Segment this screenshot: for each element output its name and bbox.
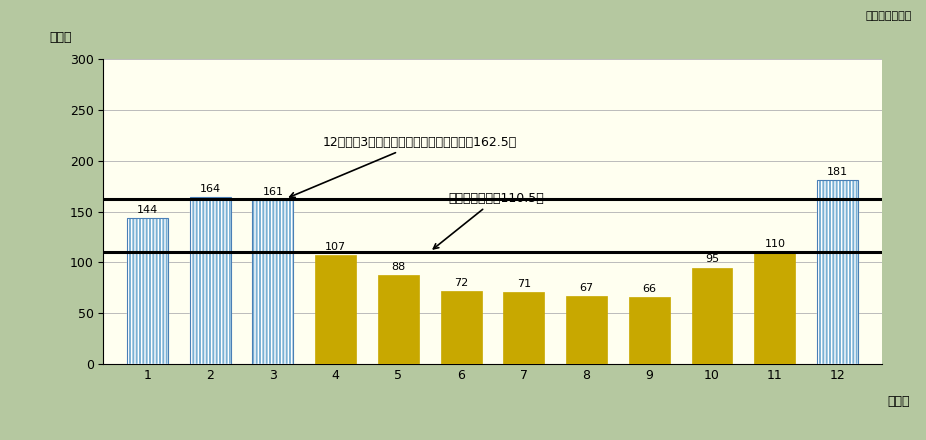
Bar	[629, 297, 669, 364]
Text: 年間の月平均：110.5人: 年間の月平均：110.5人	[433, 192, 544, 249]
Text: （令和２年中）: （令和２年中）	[866, 11, 912, 21]
Text: 107: 107	[325, 242, 346, 252]
Bar	[755, 252, 795, 364]
Bar	[190, 197, 231, 364]
Text: （月）: （月）	[888, 395, 910, 408]
Text: （人）: （人）	[49, 31, 71, 44]
Bar	[127, 218, 168, 364]
Bar	[253, 200, 294, 364]
Text: 72: 72	[454, 278, 469, 288]
Bar	[315, 255, 356, 364]
Text: 67: 67	[580, 283, 594, 293]
Text: 71: 71	[517, 279, 531, 289]
Bar	[566, 296, 607, 364]
Bar	[190, 197, 231, 364]
Bar	[692, 268, 732, 364]
Bar	[378, 275, 419, 364]
Text: 110: 110	[764, 239, 785, 249]
Text: 164: 164	[200, 184, 220, 194]
Text: 12月か劙3月の火災による死者数の平均：162.5人: 12月か劙3月の火災による死者数の平均：162.5人	[290, 136, 518, 198]
Text: 95: 95	[705, 254, 720, 264]
Bar	[818, 180, 858, 364]
Text: 181: 181	[827, 167, 848, 177]
Text: 66: 66	[643, 284, 657, 294]
Bar	[818, 180, 858, 364]
Text: 88: 88	[392, 261, 406, 271]
Bar	[441, 291, 482, 364]
Text: 144: 144	[137, 205, 158, 215]
Bar	[504, 292, 544, 364]
Text: 161: 161	[262, 187, 283, 197]
Bar	[127, 218, 168, 364]
Bar	[253, 200, 294, 364]
